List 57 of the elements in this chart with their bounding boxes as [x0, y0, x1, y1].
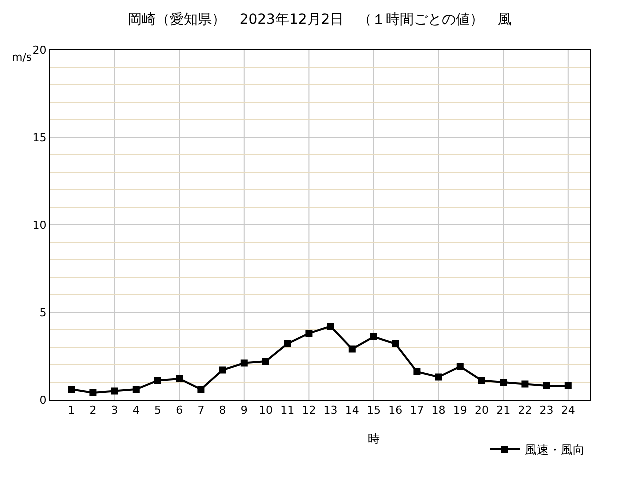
point — [522, 380, 529, 388]
point — [348, 346, 356, 353]
y-tick-label: 5 — [40, 306, 47, 320]
x-tick-label: 22 — [518, 404, 532, 418]
x-tick-label: 8 — [219, 404, 226, 418]
x-axis-title: 時 — [368, 432, 380, 446]
x-tick-label: 19 — [453, 404, 468, 418]
point — [68, 386, 76, 393]
point — [90, 390, 97, 396]
point — [478, 377, 486, 384]
y-tick-label: 15 — [32, 131, 47, 144]
x-tick-label: 3 — [111, 404, 118, 418]
x-tick-label: 13 — [324, 404, 338, 418]
x-tick-label: 16 — [388, 404, 403, 418]
x-tick-label: 11 — [280, 404, 295, 418]
point — [262, 358, 270, 365]
x-tick-label: 12 — [302, 404, 316, 418]
y-tick-label: 20 — [32, 44, 47, 57]
x-tick-label: 21 — [496, 404, 511, 418]
legend-label: 風速・風向 — [525, 443, 585, 458]
x-tick-label: 2 — [90, 404, 97, 418]
x-tick-label: 5 — [154, 404, 162, 418]
x-tick-label: 6 — [176, 404, 184, 418]
point — [240, 360, 248, 367]
point — [456, 363, 464, 370]
point — [154, 377, 162, 384]
x-tick-label: 17 — [410, 404, 424, 418]
x-tick-label: 18 — [432, 404, 446, 418]
x-tick-label: 4 — [132, 404, 140, 418]
y-axis-title: m/s — [12, 51, 32, 64]
x-tick-label: 24 — [561, 404, 576, 418]
point — [543, 382, 550, 390]
point — [392, 340, 400, 348]
point — [219, 366, 226, 374]
point — [414, 368, 421, 376]
x-tick-label: 15 — [367, 404, 381, 418]
x-tick-label: 1 — [68, 404, 76, 418]
point — [327, 323, 334, 330]
point — [500, 379, 508, 386]
point — [435, 374, 442, 381]
point — [176, 376, 184, 382]
chart-title: 岡崎（愛知県） 2023年12月2日 （１時間ごとの値） 風 — [128, 12, 512, 28]
y-tick-label: 10 — [32, 218, 47, 232]
x-tick-label: 10 — [259, 404, 273, 418]
point — [198, 386, 205, 393]
x-tick-label: 7 — [198, 404, 205, 418]
x-tick-label: 14 — [345, 404, 360, 418]
x-tick-label: 20 — [475, 404, 489, 418]
point — [370, 334, 378, 340]
x-tick-label: 9 — [240, 404, 248, 418]
point — [111, 388, 118, 395]
point — [306, 330, 313, 337]
point — [284, 340, 292, 348]
point — [564, 382, 572, 390]
x-tick-label: 23 — [540, 404, 554, 418]
y-tick-label: 0 — [40, 394, 47, 407]
point — [132, 386, 140, 393]
